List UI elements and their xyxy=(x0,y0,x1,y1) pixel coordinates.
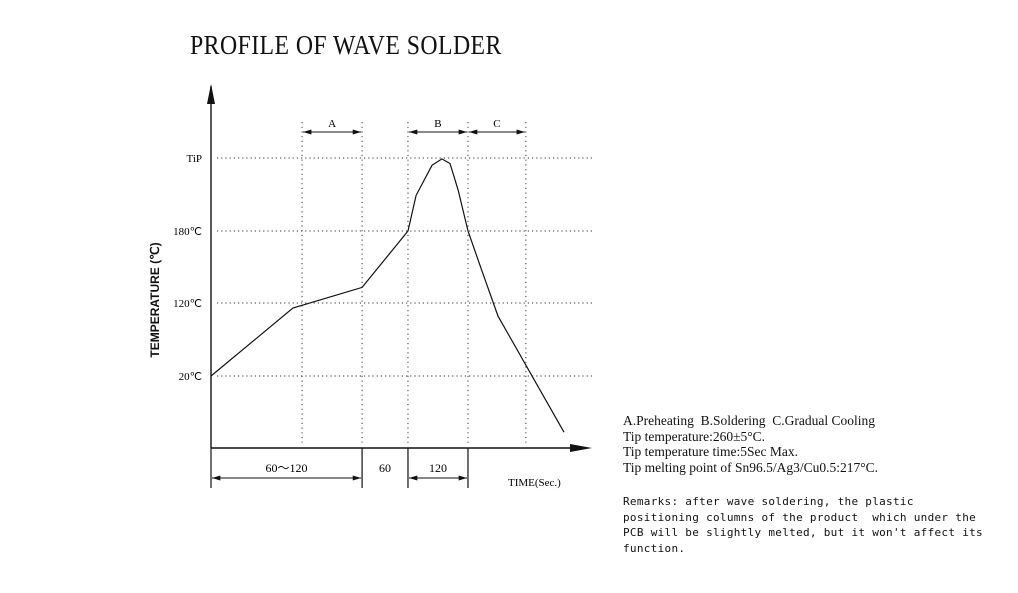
y-tick-label: 120℃ xyxy=(173,298,202,310)
note-line: A.Preheating B.Soldering C.Gradual Cooli… xyxy=(623,413,875,428)
remark-line: Remarks: after wave soldering, the plast… xyxy=(623,495,914,508)
x-axis-arrow-icon xyxy=(570,444,592,452)
y-tick-label: 20℃ xyxy=(179,371,202,383)
note-line: Tip melting point of Sn96.5/Ag3/Cu0.5:21… xyxy=(623,459,879,475)
duration-label: 120 xyxy=(429,461,447,475)
note-line: Tip temperature:260±5°C. xyxy=(623,428,766,444)
remark-line: positioning columns of the product which… xyxy=(623,510,977,524)
zone-label: C xyxy=(493,118,500,130)
chart-title: PROFILE OF WAVE SOLDER xyxy=(190,30,502,60)
zone-label: A xyxy=(328,118,336,130)
y-tick-label: TiP xyxy=(186,153,202,165)
duration-label: 60～120 xyxy=(266,461,308,475)
profile-curve xyxy=(210,158,565,433)
remark-line: PCB will be slightly melted, but it won'… xyxy=(623,526,983,540)
note-line: Tip temperature time:5Sec Max. xyxy=(623,444,798,459)
y-axis-arrow-icon xyxy=(207,84,215,104)
y-tick-label: 180℃ xyxy=(173,226,202,238)
notes-block: A.Preheating B.Soldering C.Gradual Cooli… xyxy=(623,413,878,475)
remarks-block: Remarks: after wave soldering, the plast… xyxy=(623,494,1003,557)
zone-label: B xyxy=(434,118,441,130)
duration-label: 60 xyxy=(379,461,391,475)
remark-line: function. xyxy=(623,542,686,556)
x-axis-label: TIME(Sec.) xyxy=(508,477,561,489)
